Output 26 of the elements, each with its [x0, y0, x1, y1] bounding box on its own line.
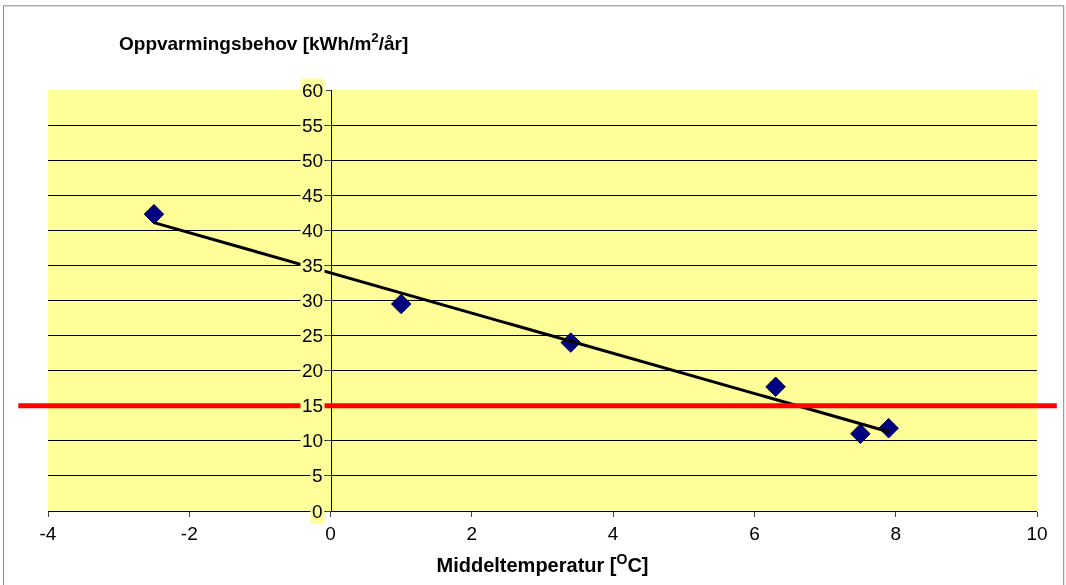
y-tick-label: 5 — [312, 465, 323, 486]
x-tick-label: 2 — [466, 522, 478, 544]
y-tick-label: 15 — [302, 395, 324, 416]
y-tick-label: 25 — [302, 325, 324, 346]
point — [390, 293, 412, 315]
x-tick-label: 8 — [890, 522, 901, 544]
x-tick-label: 6 — [749, 522, 760, 544]
x-tick-label: 4 — [607, 522, 619, 544]
y-tick-label: 0 — [312, 501, 323, 522]
point — [143, 203, 165, 225]
y-tick-label: 45 — [302, 185, 324, 206]
y-tick-label: 50 — [302, 150, 324, 171]
y-tick-label: 35 — [302, 255, 324, 276]
y-tick-label: 40 — [302, 220, 324, 241]
y-tick-label: 30 — [302, 290, 324, 311]
y-tick-label: 10 — [302, 430, 324, 451]
y-tick-label: 20 — [302, 360, 324, 381]
x-tick-label: -2 — [180, 522, 198, 544]
y-axis-title: Oppvarmingsbehov [kWh/m$^{2}$/år] — [119, 30, 409, 54]
y-tick-label: 60 — [302, 80, 324, 101]
x-tick-label: 10 — [1026, 522, 1048, 544]
x-tick-label: -4 — [39, 522, 57, 544]
point — [765, 376, 786, 398]
point — [850, 423, 871, 445]
x-axis-title: Middeltemperatur [$^{O}$C] — [436, 550, 649, 577]
y-tick-label: 55 — [302, 115, 324, 136]
